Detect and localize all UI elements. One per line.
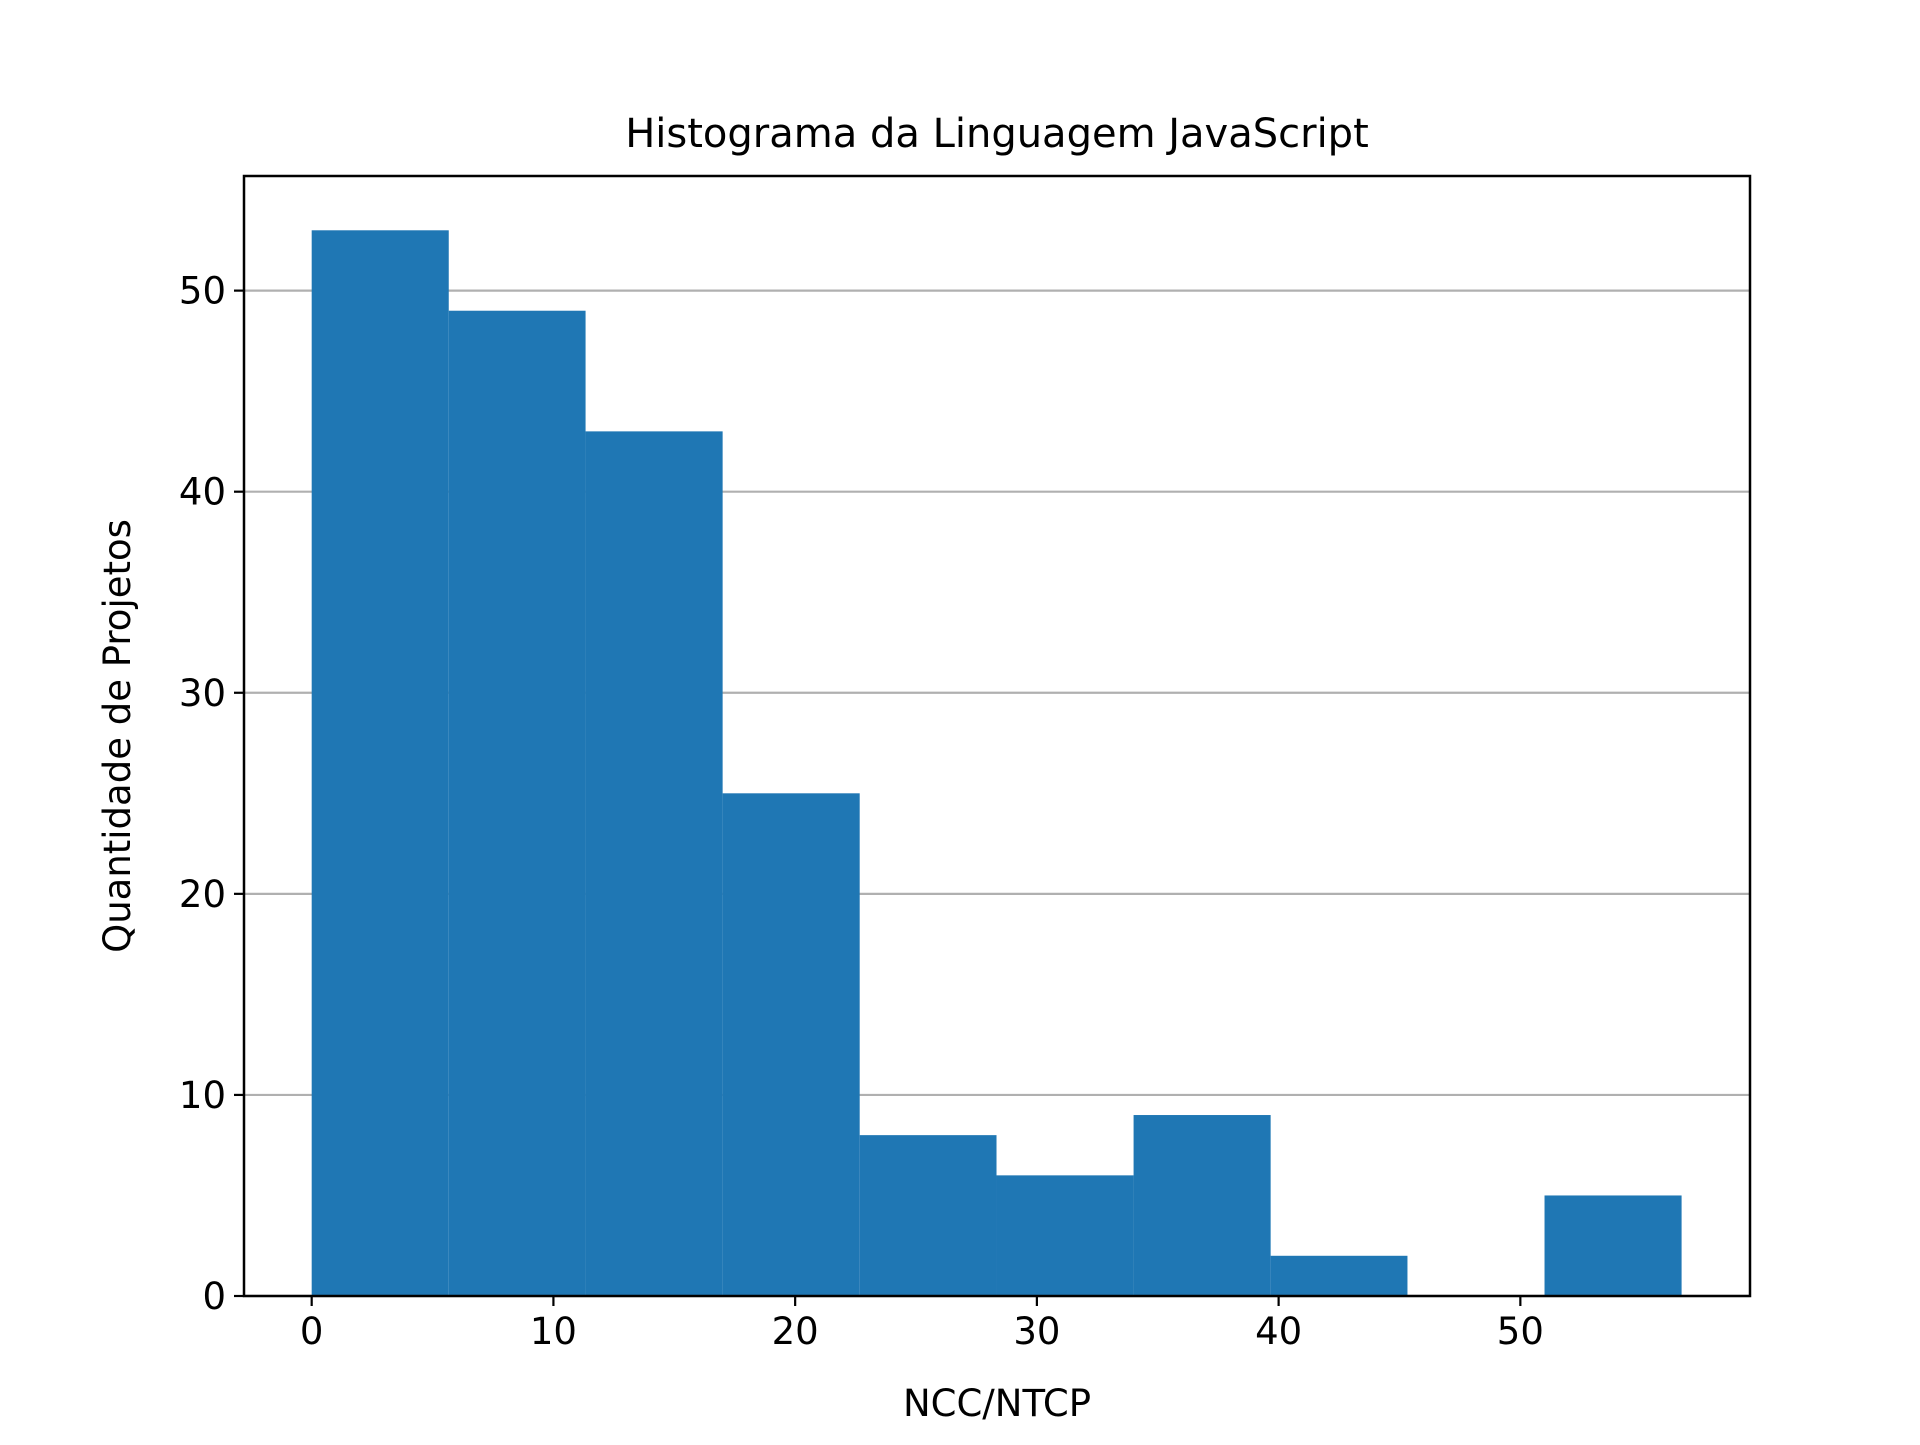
histogram-bar (1270, 1255, 1408, 1296)
x-tick-label: 0 (300, 1310, 324, 1353)
y-tick-label: 50 (179, 270, 226, 313)
histogram-bar (448, 310, 586, 1297)
y-tick-label: 0 (202, 1275, 226, 1318)
x-tick-label: 30 (1013, 1310, 1060, 1353)
histogram-bar (1544, 1195, 1682, 1296)
x-axis-ticks: 0 10 20 30 40 50 (300, 1296, 1544, 1353)
x-tick-label: 20 (772, 1310, 819, 1353)
histogram-bar (722, 793, 860, 1296)
y-tick-label: 40 (179, 471, 226, 514)
y-axis-label: Quantidade de Projetos (96, 519, 139, 953)
x-tick-label: 10 (530, 1310, 577, 1353)
plot-frame (242, 174, 1752, 1298)
histogram-bar (996, 1175, 1134, 1296)
x-tick-label: 50 (1497, 1310, 1544, 1353)
bars-layer (311, 230, 1682, 1297)
x-tick-label: 40 (1255, 1310, 1302, 1353)
histogram-bar (585, 431, 723, 1296)
y-axis-ticks: 0 10 20 30 40 50 (179, 270, 244, 1318)
chart-title: Histograma da Linguagem JavaScript (625, 111, 1369, 157)
y-tick-label: 20 (179, 873, 226, 916)
histogram-bar (311, 230, 449, 1296)
y-tick-label: 10 (179, 1074, 226, 1117)
x-axis-label: NCC/NTCP (903, 1382, 1091, 1425)
y-tick-label: 30 (179, 672, 226, 715)
histogram-bar (1133, 1115, 1271, 1296)
histogram-bar (859, 1135, 997, 1296)
